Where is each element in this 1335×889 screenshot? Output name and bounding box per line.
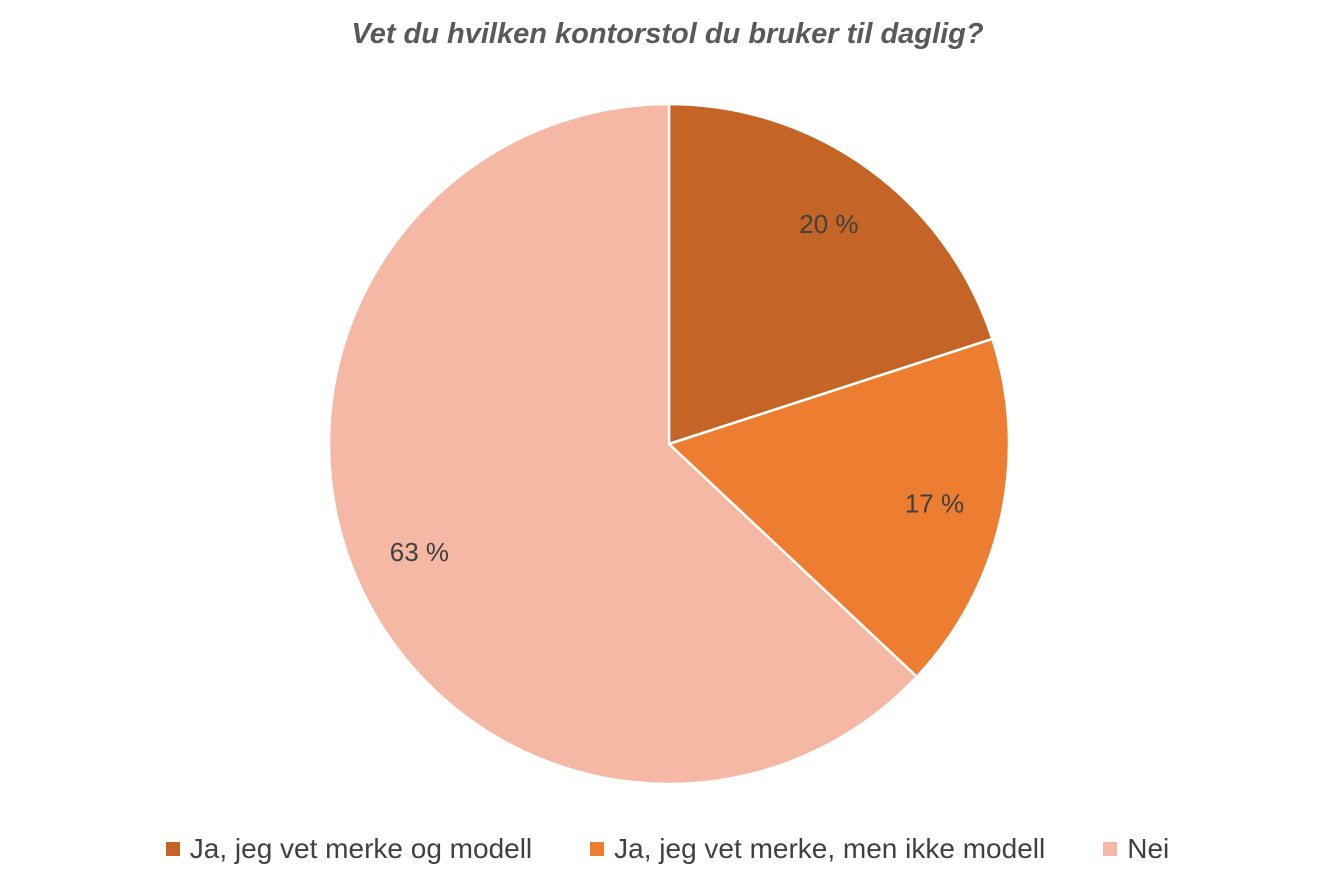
data-label-merke-og-modell: 20 % (799, 209, 858, 239)
pie-slice-nei (327, 102, 919, 786)
pie-slice-merke-ikke-modell (667, 337, 1011, 678)
legend-label: Ja, jeg vet merke og modell (189, 833, 533, 864)
legend-item-merke-og-modell: Ja, jeg vet merke og modell (165, 833, 533, 865)
legend-swatch (165, 842, 180, 856)
chart-title: Vet du hvilken kontorstol du bruker til … (351, 18, 984, 50)
legend-label: Ja, jeg vet merke, men ikke modell (614, 833, 1046, 864)
data-label-nei: 63 % (390, 537, 449, 567)
legend-label: Nei (1127, 833, 1170, 864)
data-label-merke-ikke-modell: 17 % (905, 488, 964, 518)
pie-slice-merke-og-modell (667, 102, 994, 446)
legend-item-nei: Nei (1103, 833, 1169, 865)
legend-item-merke-ikke-modell: Ja, jeg vet merke, men ikke modell (590, 833, 1045, 865)
legend-swatch (590, 842, 605, 856)
legend-swatch (1103, 842, 1118, 856)
legend: Ja, jeg vet merke og modell Ja, jeg vet … (0, 833, 1335, 865)
